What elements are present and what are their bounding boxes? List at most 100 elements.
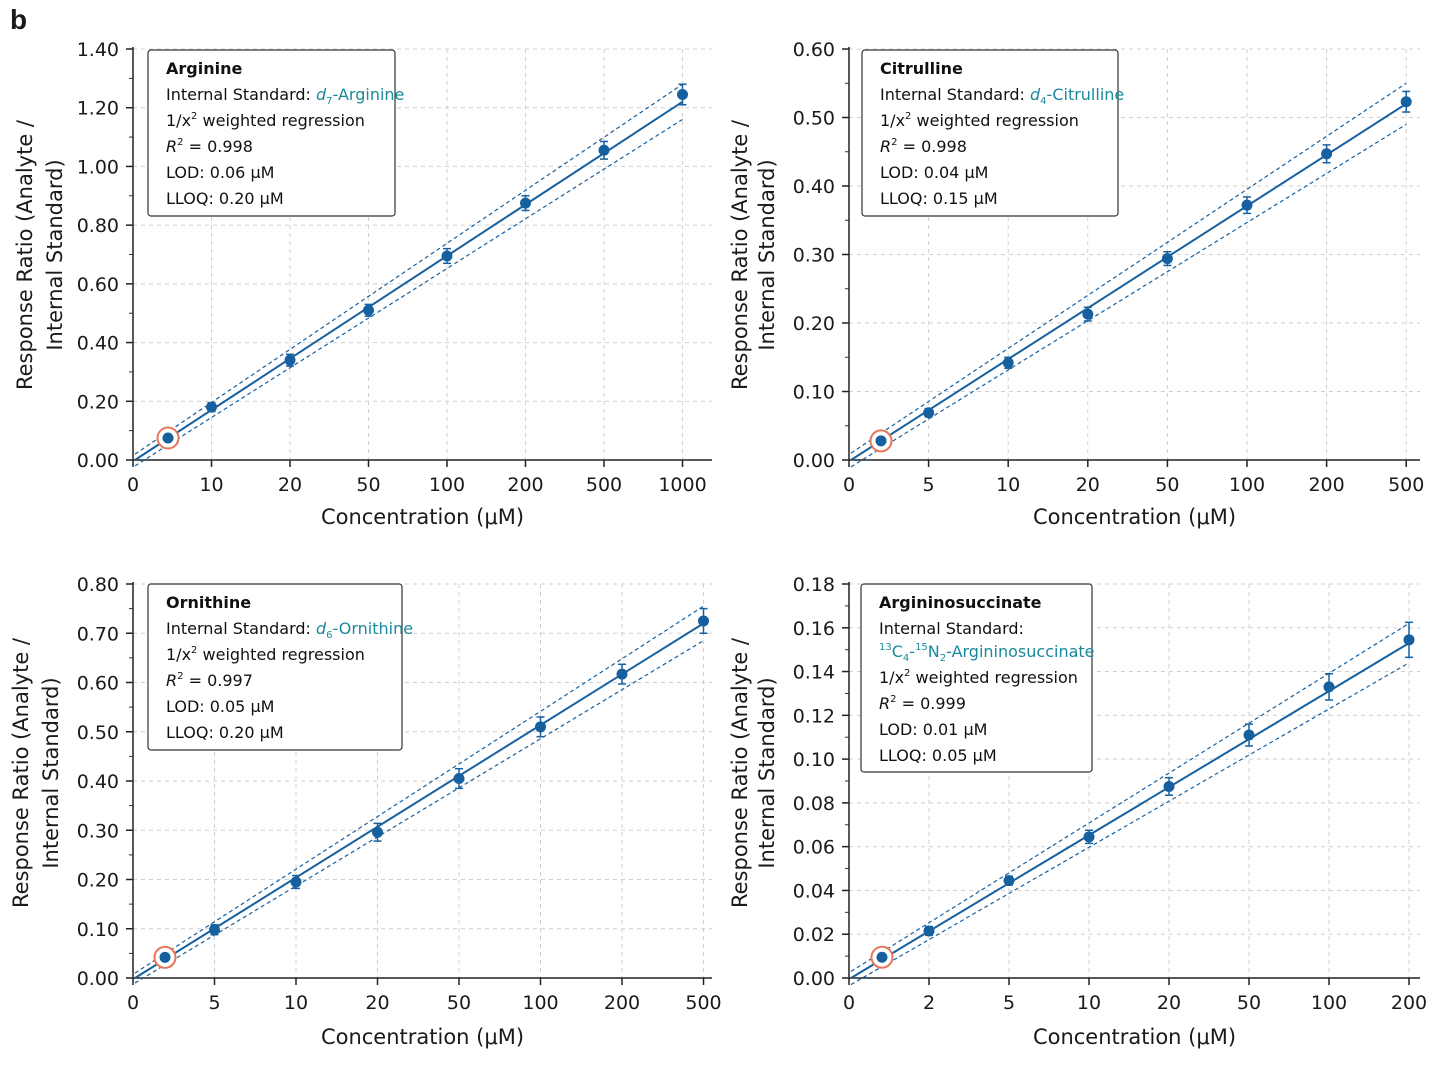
x-tick-label: 0 bbox=[843, 992, 855, 1014]
internal-standard-label-d: d bbox=[316, 85, 327, 104]
chart-panel-3: 0.00 0.10 0.20 0.30 0.40 0.50 0.60 0.70 0.80 0 5 10… bbox=[9, 574, 722, 1049]
data-point bbox=[876, 951, 888, 963]
x-axis-title: Concentration (μM) bbox=[321, 505, 524, 529]
r-squared-value: = 0.998 bbox=[898, 137, 967, 156]
isotope-subscript: 2 bbox=[940, 653, 946, 664]
y-axis-title-line: Internal Standard) bbox=[39, 677, 63, 868]
data-point bbox=[209, 924, 220, 936]
x-tick-label: 10 bbox=[199, 474, 223, 496]
data-point bbox=[441, 250, 453, 262]
data-point bbox=[1243, 729, 1255, 741]
isotope-subscript: 4 bbox=[903, 653, 909, 664]
x-tick-label: 100 bbox=[429, 474, 465, 496]
isotope-dash: - bbox=[909, 642, 915, 661]
isotope-element: N bbox=[928, 642, 940, 661]
y-tick-label: 0.30 bbox=[77, 820, 119, 842]
x-tick-label: 200 bbox=[507, 474, 543, 496]
data-point bbox=[535, 721, 546, 733]
ci-upper-line bbox=[134, 605, 704, 974]
ci-upper-line bbox=[850, 622, 1410, 972]
regression-line bbox=[850, 642, 1410, 979]
y-tick-label: 0.80 bbox=[77, 215, 119, 237]
internal-standard-subscript: 4 bbox=[1040, 96, 1046, 107]
r-superscript: 2 bbox=[890, 694, 896, 705]
y-tick-label: 1.20 bbox=[77, 98, 119, 120]
y-tick-label: 0.30 bbox=[793, 245, 835, 267]
data-point bbox=[1403, 634, 1415, 646]
y-tick-label: 0.50 bbox=[793, 108, 835, 130]
x-tick-label: 20 bbox=[1157, 992, 1181, 1014]
data-point bbox=[1241, 199, 1253, 211]
regression-weight: 1/x bbox=[166, 645, 191, 664]
y-tick-label: 0.60 bbox=[77, 274, 119, 296]
y-tick-label: 0.16 bbox=[793, 618, 835, 640]
regression-superscript: 2 bbox=[905, 111, 911, 122]
r-squared-value: = 0.999 bbox=[897, 694, 966, 713]
isotope-element: C bbox=[892, 642, 903, 661]
y-tick-label: 0.10 bbox=[77, 919, 119, 941]
regression-type: 1/x2 weighted regression bbox=[166, 645, 365, 664]
r-squared-value: = 0.998 bbox=[184, 137, 253, 156]
regression-type: 1/x2 weighted regression bbox=[879, 668, 1078, 687]
y-tick-label: 0.20 bbox=[77, 870, 119, 892]
y-axis-title-line: Internal Standard) bbox=[43, 159, 67, 350]
ci-lower-line bbox=[850, 662, 1410, 986]
r-squared: R2 = 0.999 bbox=[879, 694, 966, 713]
analyte-name: Arginine bbox=[166, 59, 242, 78]
x-axis-title: Concentration (μM) bbox=[1033, 1025, 1236, 1049]
lloq-value: LLOQ: 0.20 μM bbox=[166, 189, 284, 208]
data-point bbox=[598, 144, 610, 156]
y-tick-label: 0.40 bbox=[77, 771, 119, 793]
data-point bbox=[284, 354, 296, 366]
info-box bbox=[860, 583, 1093, 773]
x-tick-label: 5 bbox=[1003, 992, 1015, 1014]
y-tick-label: 0.10 bbox=[793, 749, 835, 771]
internal-standard-line: Internal Standard: d6-Ornithine bbox=[166, 619, 413, 641]
x-tick-label: 0 bbox=[843, 474, 855, 496]
data-point bbox=[1163, 780, 1175, 792]
internal-standard-name: -Ornithine bbox=[333, 619, 414, 638]
internal-standard-prefix: Internal Standard: bbox=[879, 619, 1024, 638]
internal-standard-name: -Citrulline bbox=[1047, 85, 1125, 104]
data-point bbox=[162, 432, 174, 444]
internal-standard-label-d: d bbox=[1030, 85, 1041, 104]
y-tick-label: 0.00 bbox=[77, 968, 119, 990]
regression-line bbox=[134, 622, 705, 979]
y-axis-title-line: Internal Standard) bbox=[755, 677, 779, 868]
y-tick-label: 0.02 bbox=[793, 924, 835, 946]
r-squared: R2 = 0.998 bbox=[880, 137, 967, 156]
y-tick-label: 0.70 bbox=[77, 623, 119, 645]
x-tick-label: 10 bbox=[1077, 992, 1101, 1014]
regression-weight: 1/x bbox=[880, 111, 905, 130]
regression-superscript: 2 bbox=[904, 668, 910, 679]
data-point bbox=[1161, 253, 1173, 265]
analyte-name: Citrulline bbox=[880, 59, 963, 78]
data-point bbox=[923, 407, 935, 419]
y-tick-label: 0.12 bbox=[793, 705, 835, 727]
analyte-name: Argininosuccinate bbox=[879, 593, 1042, 612]
internal-standard-prefix: Internal Standard: bbox=[166, 85, 316, 104]
lloq-value: LLOQ: 0.20 μM bbox=[166, 723, 284, 742]
y-axis-title-line: Response Ratio (Analyte / bbox=[13, 119, 37, 390]
r-superscript: 2 bbox=[177, 137, 183, 148]
data-point bbox=[698, 615, 709, 627]
x-tick-label: 100 bbox=[522, 992, 558, 1014]
r-symbol: R bbox=[166, 671, 177, 690]
info-box bbox=[861, 49, 1119, 217]
x-tick-label: 10 bbox=[284, 992, 308, 1014]
internal-standard-line: Internal Standard: d4-Citrulline bbox=[880, 85, 1124, 107]
lod-value: LOD: 0.05 μM bbox=[166, 697, 274, 716]
r-symbol: R bbox=[880, 137, 891, 156]
data-point bbox=[363, 304, 374, 316]
x-axis-title: Concentration (μM) bbox=[321, 1025, 524, 1049]
x-tick-label: 100 bbox=[1311, 992, 1347, 1014]
y-tick-label: 1.40 bbox=[77, 39, 119, 61]
lod-value: LOD: 0.06 μM bbox=[166, 163, 274, 182]
analyte-name: Ornithine bbox=[166, 593, 251, 612]
data-point bbox=[453, 773, 465, 785]
ci-lower-line bbox=[134, 118, 683, 467]
x-tick-label: 200 bbox=[604, 992, 640, 1014]
data-point bbox=[206, 401, 217, 413]
y-tick-label: 0.18 bbox=[793, 574, 835, 596]
